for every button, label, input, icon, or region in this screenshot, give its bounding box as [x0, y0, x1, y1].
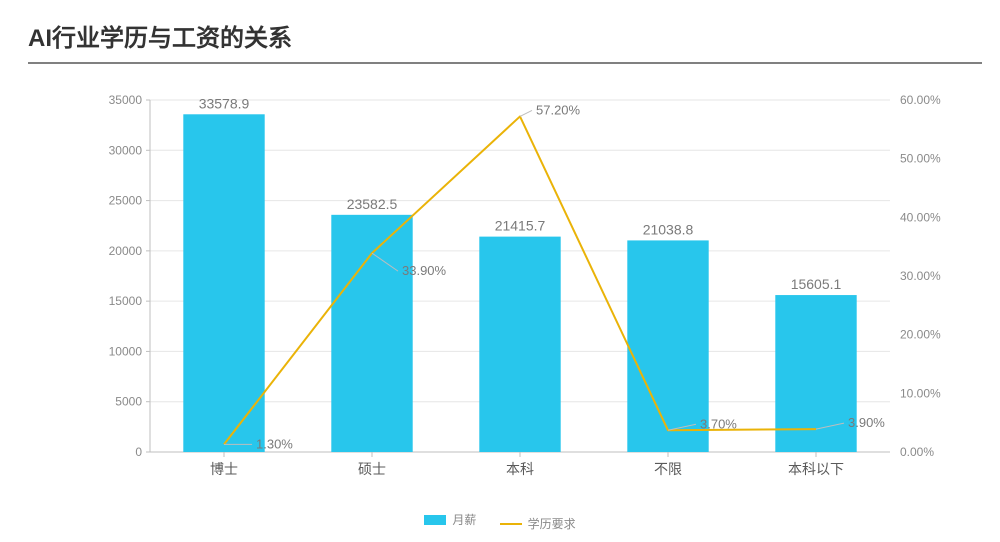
svg-text:10.00%: 10.00%	[900, 386, 941, 400]
legend-line-swatch	[500, 523, 522, 525]
svg-text:博士: 博士	[210, 461, 238, 477]
page-title: AI行业学历与工资的关系	[28, 18, 292, 53]
svg-text:0.00%: 0.00%	[900, 445, 934, 459]
legend-bar-swatch	[424, 515, 446, 525]
svg-text:33578.9: 33578.9	[199, 95, 250, 111]
svg-text:20000: 20000	[109, 244, 143, 258]
page: AI行业学历与工资的关系 0 5000 10000 15000 20000 25000 30…	[0, 0, 1000, 542]
title-rule	[28, 62, 982, 64]
svg-text:本科以下: 本科以下	[788, 461, 844, 477]
svg-text:30000: 30000	[109, 143, 143, 157]
svg-text:40.00%: 40.00%	[900, 210, 941, 224]
svg-text:57.20%: 57.20%	[536, 102, 581, 117]
legend-bar-label: 月薪	[452, 511, 476, 528]
svg-text:5000: 5000	[115, 395, 142, 409]
svg-text:35000: 35000	[109, 93, 143, 107]
legend: 月薪 学历要求	[0, 511, 1000, 532]
svg-text:不限: 不限	[654, 461, 682, 477]
svg-text:硕士: 硕士	[358, 461, 386, 477]
svg-text:1.30%: 1.30%	[256, 436, 293, 451]
svg-text:60.00%: 60.00%	[900, 93, 941, 107]
svg-text:25000: 25000	[109, 194, 143, 208]
svg-text:20.00%: 20.00%	[900, 328, 941, 342]
svg-text:23582.5: 23582.5	[347, 196, 398, 212]
svg-text:3.70%: 3.70%	[700, 416, 737, 431]
chart-svg: 0 5000 10000 15000 20000 25000 30000 35000 0.00%…	[90, 80, 960, 492]
svg-text:30.00%: 30.00%	[900, 269, 941, 283]
svg-text:0: 0	[135, 445, 142, 459]
svg-text:33.90%: 33.90%	[402, 263, 447, 278]
legend-item-line: 学历要求	[500, 515, 576, 532]
svg-text:10000: 10000	[109, 344, 143, 358]
svg-text:15000: 15000	[109, 294, 143, 308]
legend-line-label: 学历要求	[528, 515, 576, 532]
svg-text:3.90%: 3.90%	[848, 415, 885, 430]
svg-text:15605.1: 15605.1	[791, 276, 842, 292]
chart-area: 0 5000 10000 15000 20000 25000 30000 35000 0.00%…	[90, 80, 960, 492]
svg-text:21038.8: 21038.8	[643, 221, 694, 237]
svg-text:21415.7: 21415.7	[495, 218, 546, 234]
legend-item-bar: 月薪	[424, 511, 476, 528]
svg-text:本科: 本科	[506, 461, 534, 477]
svg-text:50.00%: 50.00%	[900, 152, 941, 166]
